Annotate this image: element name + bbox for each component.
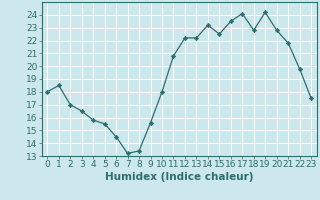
- X-axis label: Humidex (Indice chaleur): Humidex (Indice chaleur): [105, 172, 253, 182]
